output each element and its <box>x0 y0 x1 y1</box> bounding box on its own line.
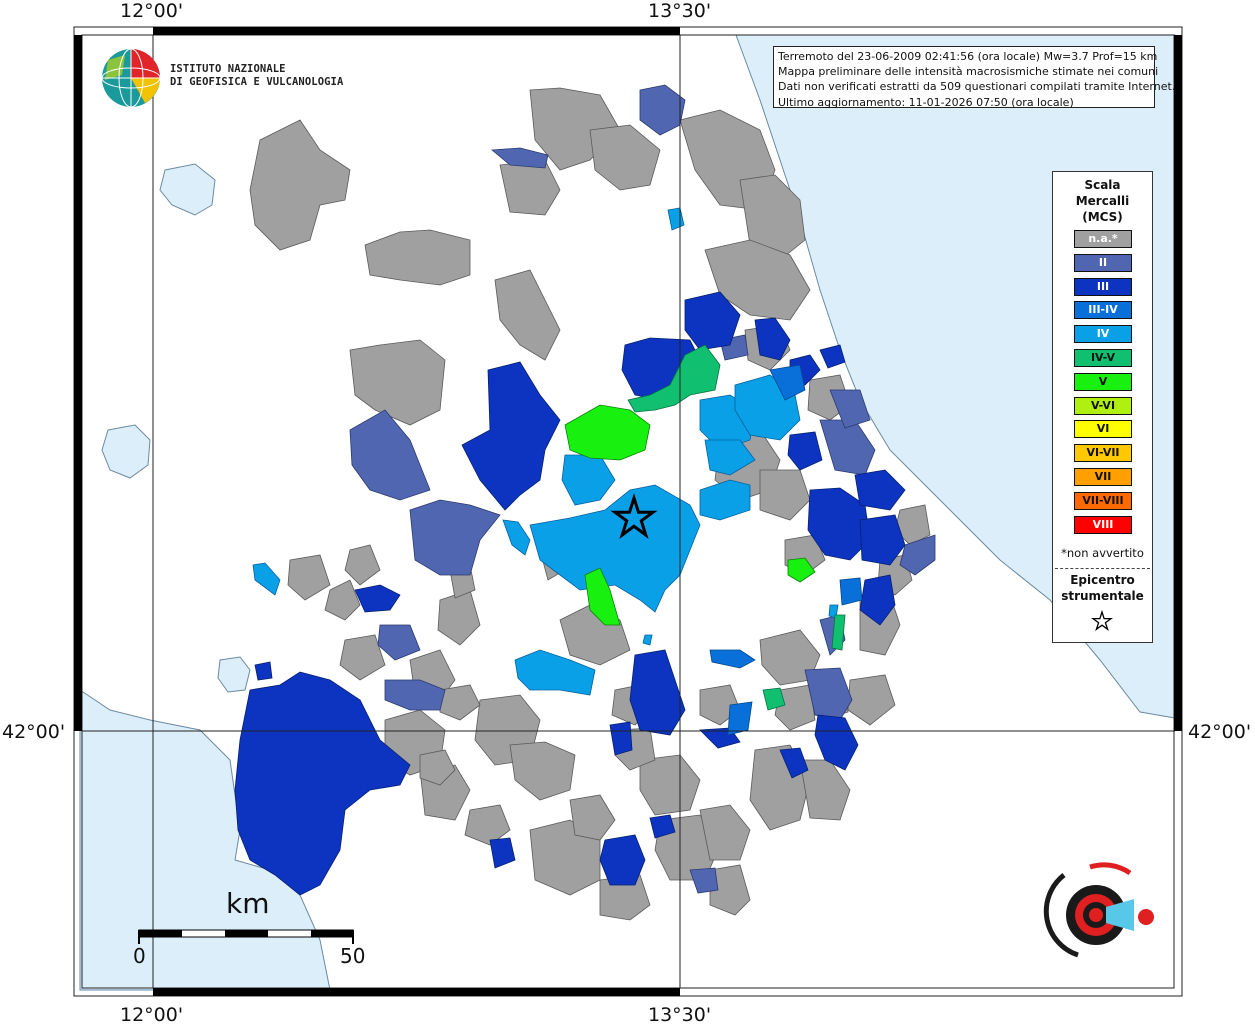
scale-max-label: 50 <box>340 944 366 968</box>
lake-bracciano <box>101 424 151 479</box>
map-frame <box>73 26 1183 997</box>
legend-class-ii: II <box>1074 253 1132 272</box>
roma-municipality <box>234 671 411 896</box>
legend-title: Scala Mercalli (MCS) <box>1053 177 1152 225</box>
lake-small <box>217 656 251 693</box>
municipalities-III-IV <box>709 364 863 736</box>
mcs-legend: Scala Mercalli (MCS) n.a.* II III III-IV IV I… <box>1052 171 1153 643</box>
lon-label-bottom-left: 12°00' <box>120 1004 184 1026</box>
legend-class-vi: VI <box>1074 420 1132 439</box>
info-line-4: Ultimo aggiornamento: 11-01-2026 07:50 (… <box>778 95 1074 109</box>
legend-class-viii: VIII <box>1074 515 1132 534</box>
epicenter-legend-line-2: strumentale <box>1061 589 1144 603</box>
municipalities-IV <box>252 207 839 696</box>
graticule <box>82 35 1175 988</box>
epicenter-legend-label: Epicentro strumentale <box>1053 572 1152 604</box>
lon-label-top-left: 12°00' <box>120 0 184 22</box>
ingv-globe-logo <box>101 48 161 108</box>
epicenter-legend-line-1: Epicentro <box>1070 573 1135 587</box>
municipalities-III <box>234 291 906 896</box>
info-line-2: Mappa preliminare delle intensità macros… <box>778 65 1159 79</box>
legend-note: *non avvertito <box>1061 546 1144 560</box>
legend-title-line-1: Scala <box>1084 178 1121 192</box>
lat-label-right: 42°00' <box>1188 721 1252 743</box>
legend-separator <box>1055 568 1150 569</box>
legend-class-vii: VII <box>1074 468 1132 486</box>
legend-title-line-2: Mercalli <box>1075 194 1130 208</box>
epicenter-legend-star-icon <box>1091 610 1113 632</box>
legend-class-iii: III <box>1074 277 1132 296</box>
municipalities-V <box>564 404 816 626</box>
lon-label-top-right: 13°30' <box>648 0 712 22</box>
info-line-3: Dati non verificati estratti da 509 ques… <box>778 80 1176 94</box>
institute-name: ISTITUTO NAZIONALE DI GEOFISICA E VULCAN… <box>170 63 343 89</box>
municipalities-IV-V <box>627 344 846 711</box>
lake-bolsena <box>159 163 216 216</box>
lon-label-bottom-right: 13°30' <box>648 1004 712 1026</box>
scale-bar <box>138 929 354 944</box>
legend-class-iv-v: IV-V <box>1074 349 1132 367</box>
legend-class-iii-iv: III-IV <box>1074 301 1132 320</box>
haisentito-logo <box>1043 862 1154 958</box>
event-info-box: Terremoto del 23-06-2009 02:41:56 (ora l… <box>773 46 1176 109</box>
institute-line-1: ISTITUTO NAZIONALE <box>170 63 286 75</box>
epicenter-star <box>610 493 658 539</box>
municipalities-II <box>349 84 936 894</box>
legend-class-vii-viii: VII-VIII <box>1074 491 1132 510</box>
info-line-1: Terremoto del 23-06-2009 02:41:56 (ora l… <box>778 50 1158 63</box>
legend-class-iv: IV <box>1074 325 1132 344</box>
scale-min-label: 0 <box>133 944 146 968</box>
lat-label-left: 42°00' <box>2 721 66 743</box>
legend-class-n-a: n.a.* <box>1074 230 1132 248</box>
legend-title-line-3: (MCS) <box>1082 210 1123 224</box>
legend-class-v-vi: V-VI <box>1074 396 1132 415</box>
institute-line-2: DI GEOFISICA E VULCANOLOGIA <box>170 76 344 88</box>
scale-unit-label: km <box>226 887 270 920</box>
legend-class-vi-vii: VI-VII <box>1074 444 1132 463</box>
legend-class-v: V <box>1074 372 1132 391</box>
